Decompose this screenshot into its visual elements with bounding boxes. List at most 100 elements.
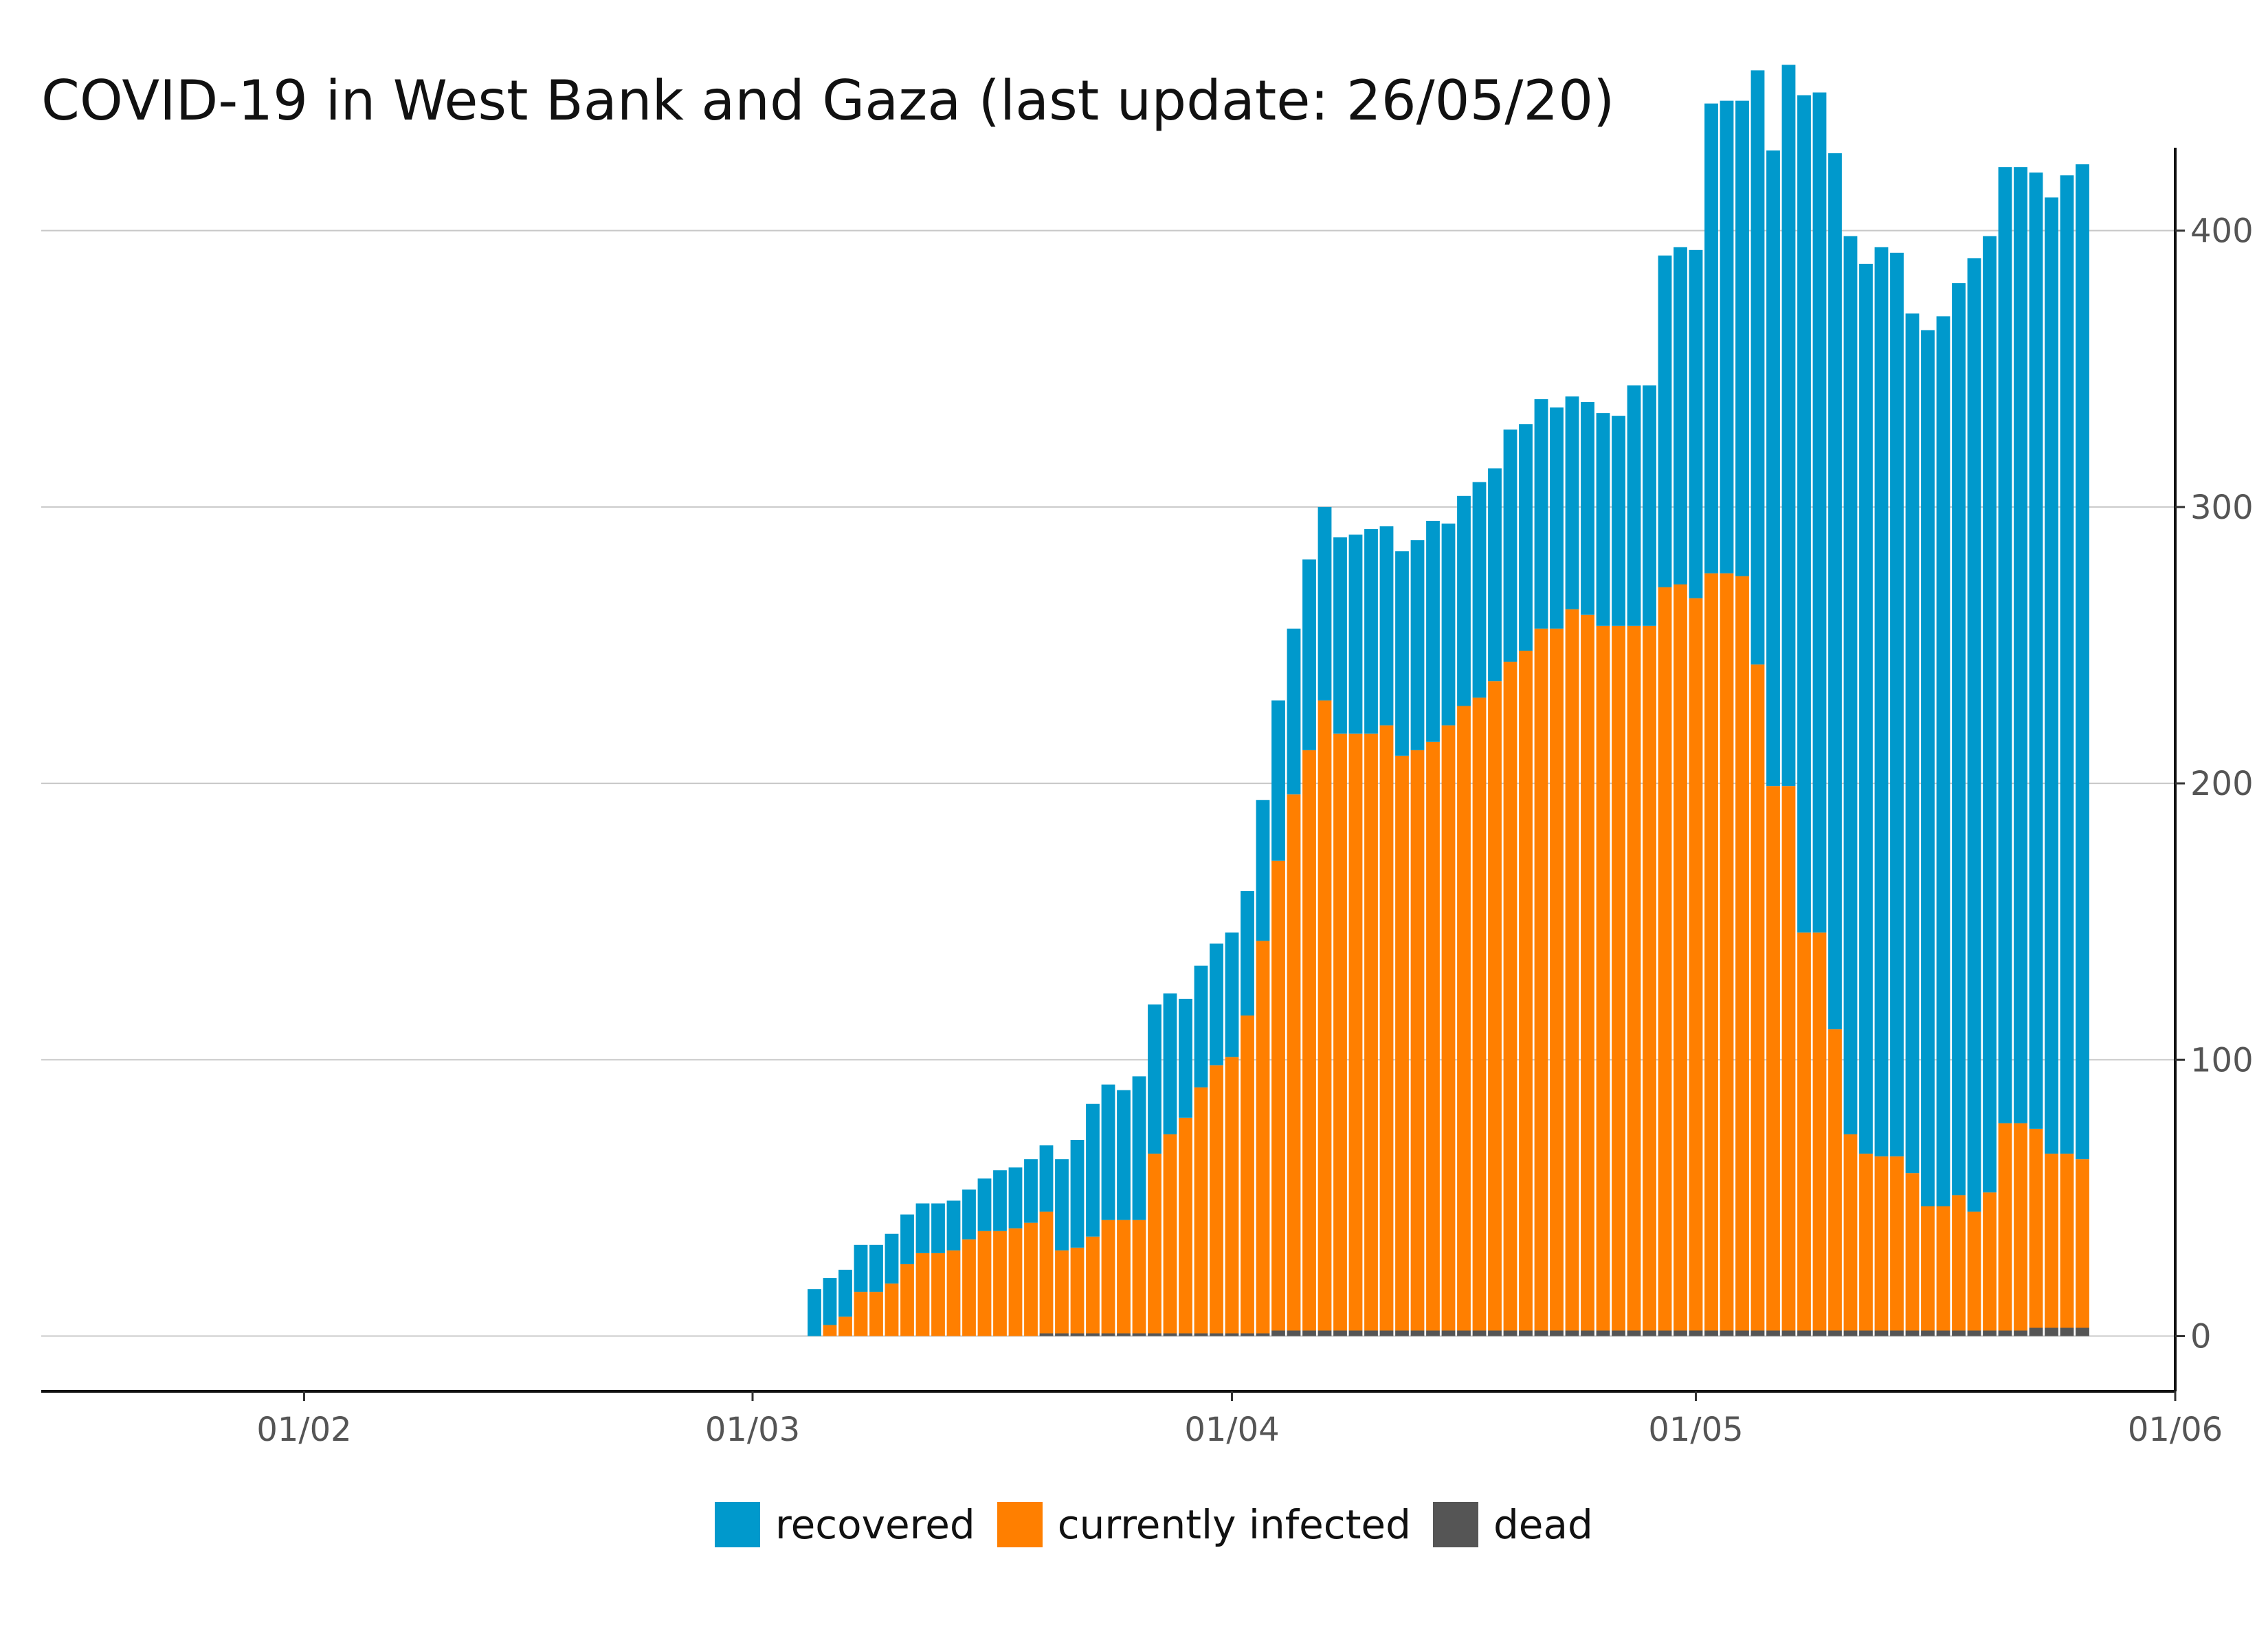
- bar-infected-77: [1998, 1123, 2012, 1331]
- bar-dead-18: [1086, 1333, 1100, 1336]
- bar-dead-38: [1395, 1330, 1409, 1336]
- bar-dead-70: [1890, 1330, 1904, 1336]
- bar-dead-32: [1302, 1330, 1316, 1336]
- bar-infected-49: [1565, 609, 1579, 1331]
- bar-dead-76: [1983, 1330, 1997, 1336]
- bar-dead-33: [1318, 1330, 1332, 1336]
- bar-dead-30: [1271, 1330, 1285, 1336]
- bar-infected-60: [1735, 576, 1749, 1331]
- bar-recovered-53: [1627, 385, 1641, 626]
- bar-infected-28: [1241, 1015, 1254, 1334]
- bar-recovered-32: [1302, 559, 1316, 750]
- bar-dead-43: [1472, 1330, 1487, 1336]
- bar-recovered-69: [1874, 247, 1889, 1157]
- bar-infected-43: [1472, 697, 1487, 1331]
- bar-infected-25: [1194, 1087, 1208, 1334]
- bar-recovered-19: [1101, 1084, 1115, 1220]
- bar-recovered-21: [1132, 1076, 1146, 1220]
- bar-infected-1: [823, 1325, 837, 1336]
- bar-recovered-51: [1596, 413, 1610, 626]
- bar-recovered-58: [1704, 103, 1718, 574]
- bar-infected-38: [1395, 755, 1409, 1331]
- bar-recovered-31: [1287, 628, 1301, 795]
- bar-infected-17: [1070, 1247, 1085, 1334]
- bar-infected-55: [1658, 587, 1672, 1331]
- bar-infected-66: [1828, 1029, 1842, 1331]
- bar-recovered-24: [1179, 998, 1192, 1118]
- bar-infected-34: [1333, 733, 1347, 1331]
- bar-infected-30: [1271, 860, 1285, 1331]
- bar-recovered-72: [1921, 330, 1935, 1207]
- bar-infected-81: [2060, 1154, 2074, 1328]
- legend-label-recovered: recovered: [775, 1501, 975, 1548]
- bar-dead-78: [2014, 1330, 2027, 1336]
- bar-recovered-63: [1781, 65, 1796, 787]
- legend-swatch-currently-infected: [997, 1502, 1043, 1547]
- legend-item-currently-infected: currently infected: [997, 1501, 1411, 1548]
- x-tick-label-3: 01/05: [1648, 1411, 1743, 1449]
- bar-recovered-14: [1024, 1159, 1038, 1223]
- y-tick-label-0: 0: [2190, 1318, 2212, 1356]
- y-tick-label-200: 200: [2190, 765, 2254, 803]
- bar-recovered-27: [1225, 932, 1239, 1057]
- bar-infected-35: [1348, 733, 1363, 1331]
- bar-infected-15: [1039, 1211, 1054, 1334]
- bar-dead-26: [1210, 1333, 1223, 1336]
- bar-infected-29: [1256, 941, 1270, 1334]
- bar-infected-47: [1534, 628, 1548, 1331]
- bar-dead-75: [1967, 1330, 1981, 1336]
- bar-infected-45: [1503, 662, 1517, 1331]
- bar-infected-9: [946, 1250, 961, 1336]
- bar-dead-15: [1039, 1333, 1054, 1336]
- bar-infected-42: [1457, 706, 1471, 1331]
- bar-recovered-1: [823, 1278, 837, 1325]
- bar-infected-46: [1519, 651, 1533, 1331]
- bar-recovered-2: [838, 1270, 852, 1317]
- bar-infected-4: [869, 1292, 883, 1336]
- bar-recovered-77: [1998, 167, 2012, 1123]
- bar-infected-62: [1766, 786, 1780, 1331]
- bar-recovered-74: [1952, 283, 1966, 1196]
- bar-dead-69: [1874, 1330, 1889, 1336]
- bar-dead-62: [1766, 1330, 1780, 1336]
- bar-infected-7: [915, 1253, 930, 1336]
- bar-recovered-10: [962, 1189, 976, 1239]
- bar-dead-39: [1410, 1330, 1425, 1336]
- bar-recovered-41: [1441, 524, 1456, 726]
- bar-recovered-66: [1828, 153, 1842, 1030]
- bar-dead-52: [1612, 1330, 1625, 1336]
- bar-dead-42: [1457, 1330, 1471, 1336]
- x-tick-label-0: 01/02: [256, 1411, 351, 1449]
- bar-recovered-43: [1472, 482, 1487, 698]
- bar-infected-52: [1612, 625, 1625, 1331]
- bar-recovered-71: [1905, 313, 1920, 1174]
- bar-recovered-50: [1581, 402, 1594, 615]
- bar-infected-3: [854, 1292, 868, 1336]
- bar-recovered-42: [1457, 495, 1471, 706]
- bar-dead-46: [1519, 1330, 1533, 1336]
- bar-infected-75: [1967, 1211, 1981, 1331]
- bar-dead-72: [1921, 1330, 1935, 1336]
- bar-recovered-57: [1689, 249, 1703, 598]
- y-tick-label-300: 300: [2190, 489, 2254, 527]
- bar-infected-39: [1410, 750, 1425, 1331]
- bars: [808, 65, 2089, 1336]
- bar-recovered-16: [1055, 1159, 1069, 1250]
- bar-infected-32: [1302, 750, 1316, 1331]
- bar-dead-57: [1689, 1330, 1703, 1336]
- bar-recovered-28: [1241, 890, 1254, 1016]
- bar-recovered-49: [1565, 396, 1579, 609]
- bar-recovered-60: [1735, 100, 1749, 576]
- bar-recovered-9: [946, 1200, 961, 1250]
- bar-recovered-47: [1534, 399, 1548, 629]
- bar-infected-16: [1055, 1250, 1069, 1334]
- bar-dead-65: [1812, 1330, 1827, 1336]
- bar-infected-73: [1936, 1206, 1950, 1331]
- bar-dead-74: [1952, 1330, 1966, 1336]
- bar-recovered-7: [915, 1203, 930, 1253]
- legend-label-currently-infected: currently infected: [1057, 1501, 1411, 1548]
- bar-dead-58: [1704, 1330, 1718, 1336]
- bar-infected-13: [1008, 1228, 1023, 1336]
- bar-infected-68: [1859, 1154, 1873, 1331]
- bar-infected-41: [1441, 725, 1456, 1331]
